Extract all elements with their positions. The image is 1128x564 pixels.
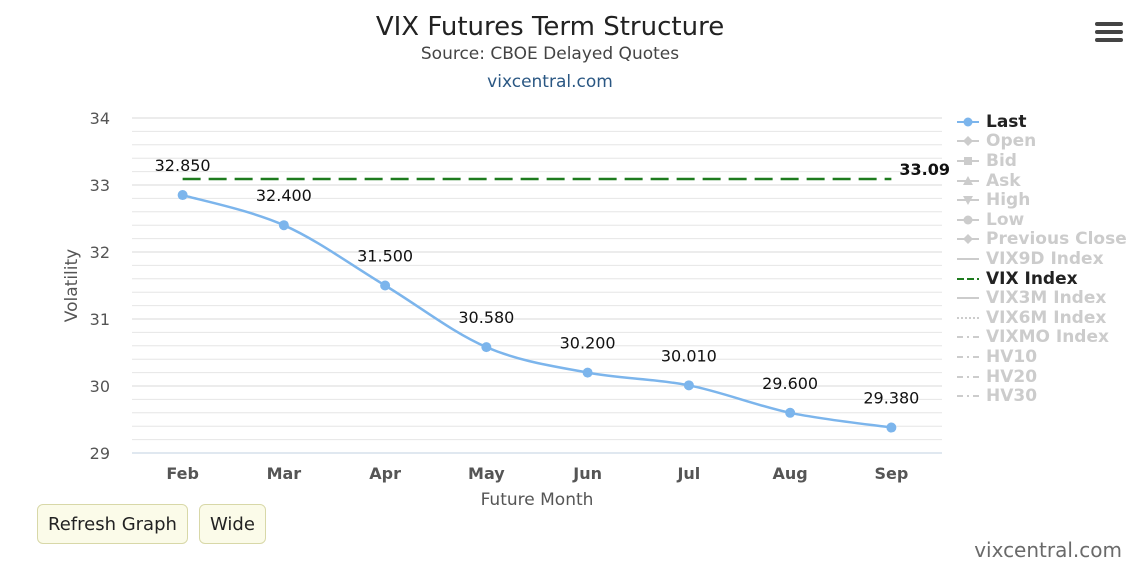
last-data-label: 30.200 [560, 334, 616, 353]
legend-symbol-icon [957, 196, 979, 206]
legend-label: High [986, 190, 1031, 211]
legend-symbol-icon [957, 156, 979, 165]
y-tick-label: 29 [90, 444, 110, 463]
legend-label: VIXMO Index [986, 327, 1109, 348]
y-tick-label: 30 [90, 377, 110, 396]
refresh-graph-button[interactable]: Refresh Graph [37, 504, 188, 544]
wide-button[interactable]: Wide [199, 504, 266, 544]
legend-symbol-icon [957, 297, 979, 300]
legend-symbol-icon [957, 277, 979, 280]
last-data-label: 29.380 [863, 389, 919, 408]
legend-symbol-icon [957, 136, 979, 147]
legend-symbol-icon [957, 375, 979, 378]
chart-subtitle: Source: CBOE Delayed Quotes [420, 44, 680, 64]
last-data-point [278, 220, 289, 231]
legend-item[interactable]: VIX9D Index [956, 249, 1127, 269]
last-data-point [177, 190, 188, 201]
legend-label: Last [986, 111, 1027, 132]
legend-label: HV10 [986, 346, 1038, 367]
legend-symbol-icon [957, 234, 979, 245]
legend-item[interactable]: High [956, 190, 1127, 210]
legend-item[interactable]: HV10 [956, 347, 1127, 367]
legend-item[interactable]: VIX6M Index [956, 308, 1127, 328]
last-data-label: 32.400 [256, 186, 312, 205]
legend-item[interactable]: VIX Index [956, 269, 1127, 289]
last-data-point [683, 380, 694, 391]
legend-label: Low [986, 209, 1025, 230]
x-tick-label: May [468, 464, 505, 483]
legend-item[interactable]: VIXMO Index [956, 327, 1127, 348]
legend-symbol-icon [957, 355, 979, 358]
legend-label: Open [986, 131, 1037, 152]
chart-title: VIX Futures Term Structure [375, 12, 725, 42]
y-tick-label: 31 [90, 310, 110, 329]
legend-symbol-icon [957, 215, 979, 225]
legend-label: VIX9D Index [986, 248, 1104, 269]
x-tick-label: Aug [773, 464, 808, 483]
legend-label: VIX6M Index [986, 307, 1107, 328]
legend-label: Ask [986, 170, 1021, 191]
legend-symbol-icon [957, 336, 979, 339]
last-data-point [785, 407, 796, 418]
last-data-label: 30.010 [661, 346, 717, 365]
legend-symbol-icon [957, 316, 979, 319]
legend-item[interactable]: VIX3M Index [956, 288, 1127, 308]
legend-label: VIX3M Index [986, 288, 1107, 309]
vix-index-label: 33.09 [899, 160, 950, 179]
last-series-line [182, 193, 892, 429]
legend-item[interactable]: HV20 [956, 367, 1127, 387]
last-data-label: 29.600 [762, 374, 818, 393]
y-tick-label: 32 [90, 243, 110, 262]
legend-symbol-icon [957, 175, 979, 185]
legend-label: HV20 [986, 366, 1038, 387]
legend-symbol-icon [957, 117, 979, 127]
legend-label: VIX Index [986, 268, 1078, 289]
x-tick-label: Sep [874, 464, 908, 483]
last-data-point [886, 422, 897, 433]
legend-item[interactable]: Bid [956, 151, 1127, 171]
y-tick-label: 33 [90, 176, 110, 195]
last-data-point [380, 280, 391, 291]
watermark: vixcentral.com [974, 538, 1122, 562]
last-data-label: 31.500 [357, 247, 413, 266]
legend-label: HV30 [986, 386, 1038, 407]
legend-label: Previous Close [986, 229, 1127, 250]
legend-item[interactable]: Last [956, 112, 1127, 132]
legend-symbol-icon [957, 395, 979, 398]
hamburger-menu-icon[interactable] [1095, 22, 1123, 46]
legend-item[interactable]: Open [956, 131, 1127, 152]
chart-legend: Last Open Bid Ask High Low Previous Close VIX9D… [956, 112, 1127, 406]
legend-item[interactable]: Ask [956, 171, 1127, 191]
x-tick-label: Feb [166, 464, 199, 483]
legend-symbol-icon [957, 257, 979, 260]
x-tick-label: Mar [267, 464, 302, 483]
last-data-label: 32.850 [155, 156, 211, 175]
legend-item[interactable]: HV30 [956, 386, 1127, 406]
legend-label: Bid [986, 150, 1017, 171]
y-tick-label: 34 [90, 109, 110, 128]
source-link[interactable]: vixcentral.com [487, 72, 613, 92]
x-tick-label: Jul [676, 464, 700, 483]
last-data-label: 30.580 [458, 308, 514, 327]
legend-item[interactable]: Previous Close [956, 229, 1127, 250]
last-data-point [582, 367, 593, 378]
legend-item[interactable]: Low [956, 210, 1127, 230]
x-axis-title: Future Month [481, 490, 594, 510]
x-tick-label: Jun [572, 464, 602, 483]
x-tick-label: Apr [369, 464, 401, 483]
last-data-point [481, 342, 492, 353]
y-axis-title: Volatility [62, 249, 82, 322]
